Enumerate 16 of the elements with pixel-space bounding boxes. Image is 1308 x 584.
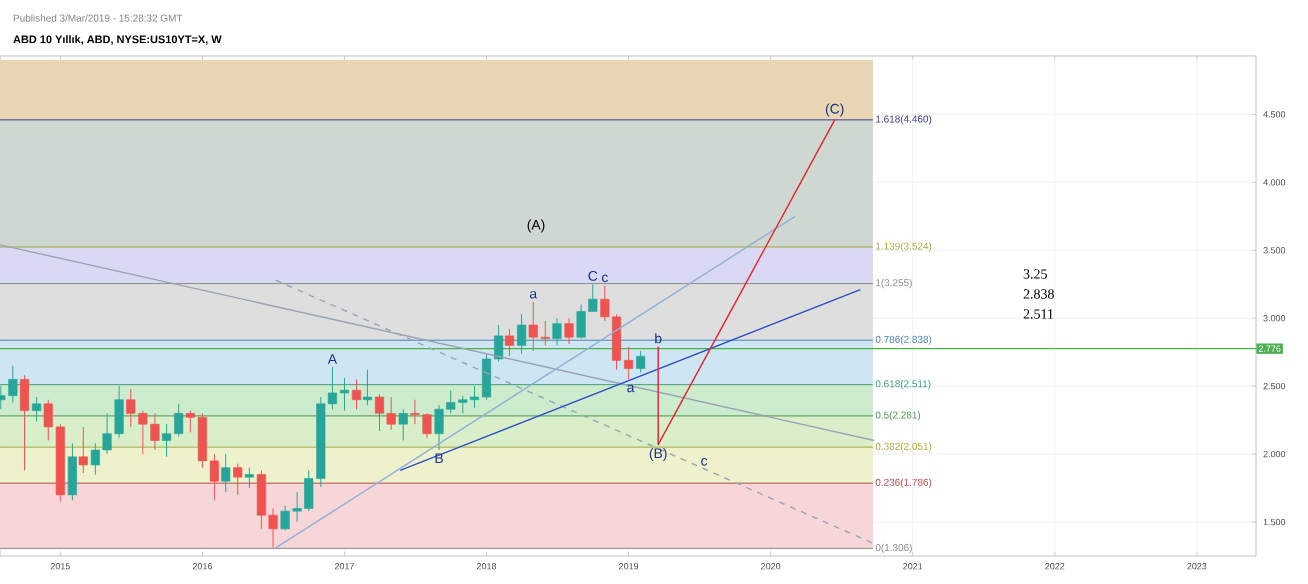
candlestick (19, 374, 30, 471)
candlestick (244, 467, 254, 489)
candlestick (552, 317, 562, 346)
candlestick (78, 426, 88, 474)
candlestick (67, 442, 77, 501)
candlestick (362, 369, 372, 406)
candlestick (351, 378, 362, 410)
candlestick (636, 350, 646, 374)
candlestick (504, 328, 515, 357)
candlestick (564, 317, 574, 345)
candlestick (233, 463, 243, 496)
candlestick (398, 408, 408, 442)
candlestick (32, 396, 42, 422)
candlestick (8, 365, 18, 403)
candlestick (517, 313, 527, 355)
candlestick (221, 453, 231, 493)
